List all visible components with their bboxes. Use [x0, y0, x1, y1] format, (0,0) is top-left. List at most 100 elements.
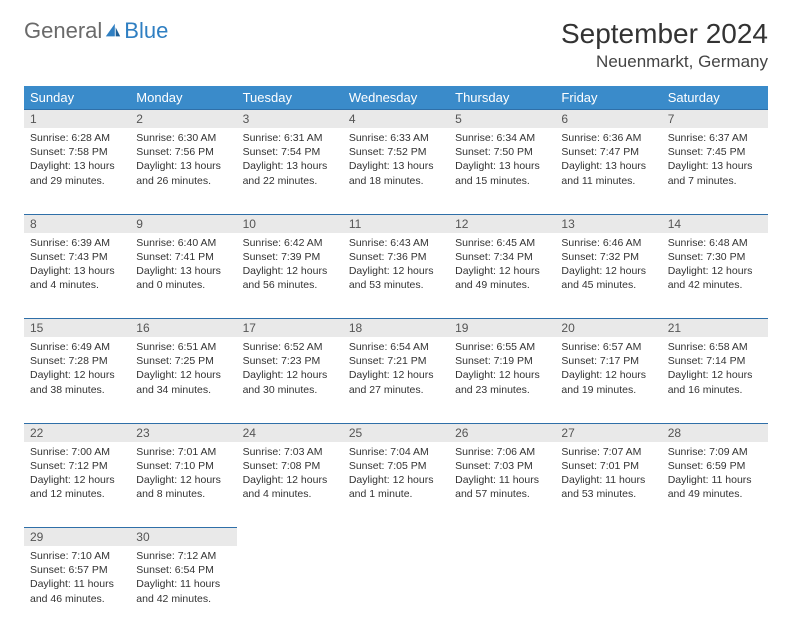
daylight-text: Daylight: 12 hours and 4 minutes. [243, 473, 337, 501]
day-content: Sunrise: 6:28 AMSunset: 7:58 PMDaylight:… [24, 128, 130, 194]
week-daynum-row: 15161718192021 [24, 319, 768, 338]
sunset-text: Sunset: 7:41 PM [136, 250, 230, 264]
day-body-cell: Sunrise: 6:34 AMSunset: 7:50 PMDaylight:… [449, 128, 555, 214]
day-number-cell: 12 [449, 214, 555, 233]
sunrise-text: Sunrise: 6:58 AM [668, 340, 762, 354]
sunset-text: Sunset: 7:56 PM [136, 145, 230, 159]
daylight-text: Daylight: 13 hours and 22 minutes. [243, 159, 337, 187]
day-content: Sunrise: 6:45 AMSunset: 7:34 PMDaylight:… [449, 233, 555, 299]
day-content: Sunrise: 6:55 AMSunset: 7:19 PMDaylight:… [449, 337, 555, 403]
logo-sail-icon [104, 22, 122, 40]
daylight-text: Daylight: 12 hours and 34 minutes. [136, 368, 230, 396]
day-number-cell: 24 [237, 423, 343, 442]
sunset-text: Sunset: 7:47 PM [561, 145, 655, 159]
daylight-text: Daylight: 12 hours and 53 minutes. [349, 264, 443, 292]
sunrise-text: Sunrise: 6:55 AM [455, 340, 549, 354]
week-body-row: Sunrise: 6:49 AMSunset: 7:28 PMDaylight:… [24, 337, 768, 423]
daylight-text: Daylight: 12 hours and 42 minutes. [668, 264, 762, 292]
sunset-text: Sunset: 7:21 PM [349, 354, 443, 368]
day-body-cell: Sunrise: 7:01 AMSunset: 7:10 PMDaylight:… [130, 442, 236, 528]
day-number-cell: 11 [343, 214, 449, 233]
day-content: Sunrise: 6:52 AMSunset: 7:23 PMDaylight:… [237, 337, 343, 403]
day-of-week-row: Sunday Monday Tuesday Wednesday Thursday… [24, 86, 768, 110]
day-body-cell: Sunrise: 7:04 AMSunset: 7:05 PMDaylight:… [343, 442, 449, 528]
daylight-text: Daylight: 12 hours and 8 minutes. [136, 473, 230, 501]
day-number-cell: 18 [343, 319, 449, 338]
month-title: September 2024 [561, 18, 768, 50]
day-number-cell: 13 [555, 214, 661, 233]
day-content: Sunrise: 6:39 AMSunset: 7:43 PMDaylight:… [24, 233, 130, 299]
calendar-table: Sunday Monday Tuesday Wednesday Thursday… [24, 86, 768, 632]
sunrise-text: Sunrise: 6:45 AM [455, 236, 549, 250]
sunset-text: Sunset: 7:43 PM [30, 250, 124, 264]
sunrise-text: Sunrise: 7:07 AM [561, 445, 655, 459]
dow-wednesday: Wednesday [343, 86, 449, 110]
day-content: Sunrise: 7:01 AMSunset: 7:10 PMDaylight:… [130, 442, 236, 508]
sunset-text: Sunset: 7:05 PM [349, 459, 443, 473]
day-body-cell: Sunrise: 6:52 AMSunset: 7:23 PMDaylight:… [237, 337, 343, 423]
logo-text-blue: Blue [124, 18, 168, 44]
day-number-cell: 9 [130, 214, 236, 233]
sunrise-text: Sunrise: 6:33 AM [349, 131, 443, 145]
day-body-cell: Sunrise: 7:10 AMSunset: 6:57 PMDaylight:… [24, 546, 130, 632]
sunset-text: Sunset: 7:30 PM [668, 250, 762, 264]
sunset-text: Sunset: 7:23 PM [243, 354, 337, 368]
daylight-text: Daylight: 11 hours and 42 minutes. [136, 577, 230, 605]
daylight-text: Daylight: 12 hours and 49 minutes. [455, 264, 549, 292]
sunrise-text: Sunrise: 6:57 AM [561, 340, 655, 354]
day-content: Sunrise: 7:12 AMSunset: 6:54 PMDaylight:… [130, 546, 236, 612]
day-body-cell [343, 546, 449, 632]
sunset-text: Sunset: 7:45 PM [668, 145, 762, 159]
day-body-cell: Sunrise: 7:03 AMSunset: 7:08 PMDaylight:… [237, 442, 343, 528]
day-number-cell: 5 [449, 110, 555, 129]
day-number-cell: 2 [130, 110, 236, 129]
daylight-text: Daylight: 13 hours and 7 minutes. [668, 159, 762, 187]
day-body-cell: Sunrise: 6:48 AMSunset: 7:30 PMDaylight:… [662, 233, 768, 319]
sunrise-text: Sunrise: 7:10 AM [30, 549, 124, 563]
day-body-cell: Sunrise: 6:49 AMSunset: 7:28 PMDaylight:… [24, 337, 130, 423]
day-content: Sunrise: 6:40 AMSunset: 7:41 PMDaylight:… [130, 233, 236, 299]
day-body-cell: Sunrise: 6:36 AMSunset: 7:47 PMDaylight:… [555, 128, 661, 214]
sunset-text: Sunset: 6:54 PM [136, 563, 230, 577]
sunrise-text: Sunrise: 6:36 AM [561, 131, 655, 145]
week-body-row: Sunrise: 7:10 AMSunset: 6:57 PMDaylight:… [24, 546, 768, 632]
sunset-text: Sunset: 7:32 PM [561, 250, 655, 264]
day-content: Sunrise: 6:34 AMSunset: 7:50 PMDaylight:… [449, 128, 555, 194]
sunrise-text: Sunrise: 7:01 AM [136, 445, 230, 459]
day-number-cell: 10 [237, 214, 343, 233]
daylight-text: Daylight: 12 hours and 45 minutes. [561, 264, 655, 292]
day-number-cell [555, 528, 661, 547]
day-number-cell: 17 [237, 319, 343, 338]
daylight-text: Daylight: 12 hours and 12 minutes. [30, 473, 124, 501]
sunset-text: Sunset: 7:39 PM [243, 250, 337, 264]
day-body-cell: Sunrise: 6:40 AMSunset: 7:41 PMDaylight:… [130, 233, 236, 319]
day-number-cell [237, 528, 343, 547]
day-body-cell [449, 546, 555, 632]
day-body-cell: Sunrise: 6:42 AMSunset: 7:39 PMDaylight:… [237, 233, 343, 319]
day-number-cell [662, 528, 768, 547]
week-body-row: Sunrise: 6:39 AMSunset: 7:43 PMDaylight:… [24, 233, 768, 319]
day-body-cell: Sunrise: 6:51 AMSunset: 7:25 PMDaylight:… [130, 337, 236, 423]
sunrise-text: Sunrise: 6:54 AM [349, 340, 443, 354]
daylight-text: Daylight: 12 hours and 19 minutes. [561, 368, 655, 396]
sunrise-text: Sunrise: 6:42 AM [243, 236, 337, 250]
day-body-cell [662, 546, 768, 632]
day-body-cell: Sunrise: 7:06 AMSunset: 7:03 PMDaylight:… [449, 442, 555, 528]
daylight-text: Daylight: 12 hours and 30 minutes. [243, 368, 337, 396]
day-body-cell [555, 546, 661, 632]
day-number-cell: 4 [343, 110, 449, 129]
sunrise-text: Sunrise: 6:43 AM [349, 236, 443, 250]
day-body-cell: Sunrise: 7:07 AMSunset: 7:01 PMDaylight:… [555, 442, 661, 528]
day-number-cell: 7 [662, 110, 768, 129]
daylight-text: Daylight: 13 hours and 18 minutes. [349, 159, 443, 187]
daylight-text: Daylight: 12 hours and 16 minutes. [668, 368, 762, 396]
sunset-text: Sunset: 7:12 PM [30, 459, 124, 473]
day-body-cell: Sunrise: 6:28 AMSunset: 7:58 PMDaylight:… [24, 128, 130, 214]
sunset-text: Sunset: 7:28 PM [30, 354, 124, 368]
sunrise-text: Sunrise: 6:40 AM [136, 236, 230, 250]
day-number-cell: 25 [343, 423, 449, 442]
day-body-cell: Sunrise: 6:43 AMSunset: 7:36 PMDaylight:… [343, 233, 449, 319]
day-content: Sunrise: 7:07 AMSunset: 7:01 PMDaylight:… [555, 442, 661, 508]
logo: General Blue [24, 18, 168, 44]
sunrise-text: Sunrise: 7:00 AM [30, 445, 124, 459]
